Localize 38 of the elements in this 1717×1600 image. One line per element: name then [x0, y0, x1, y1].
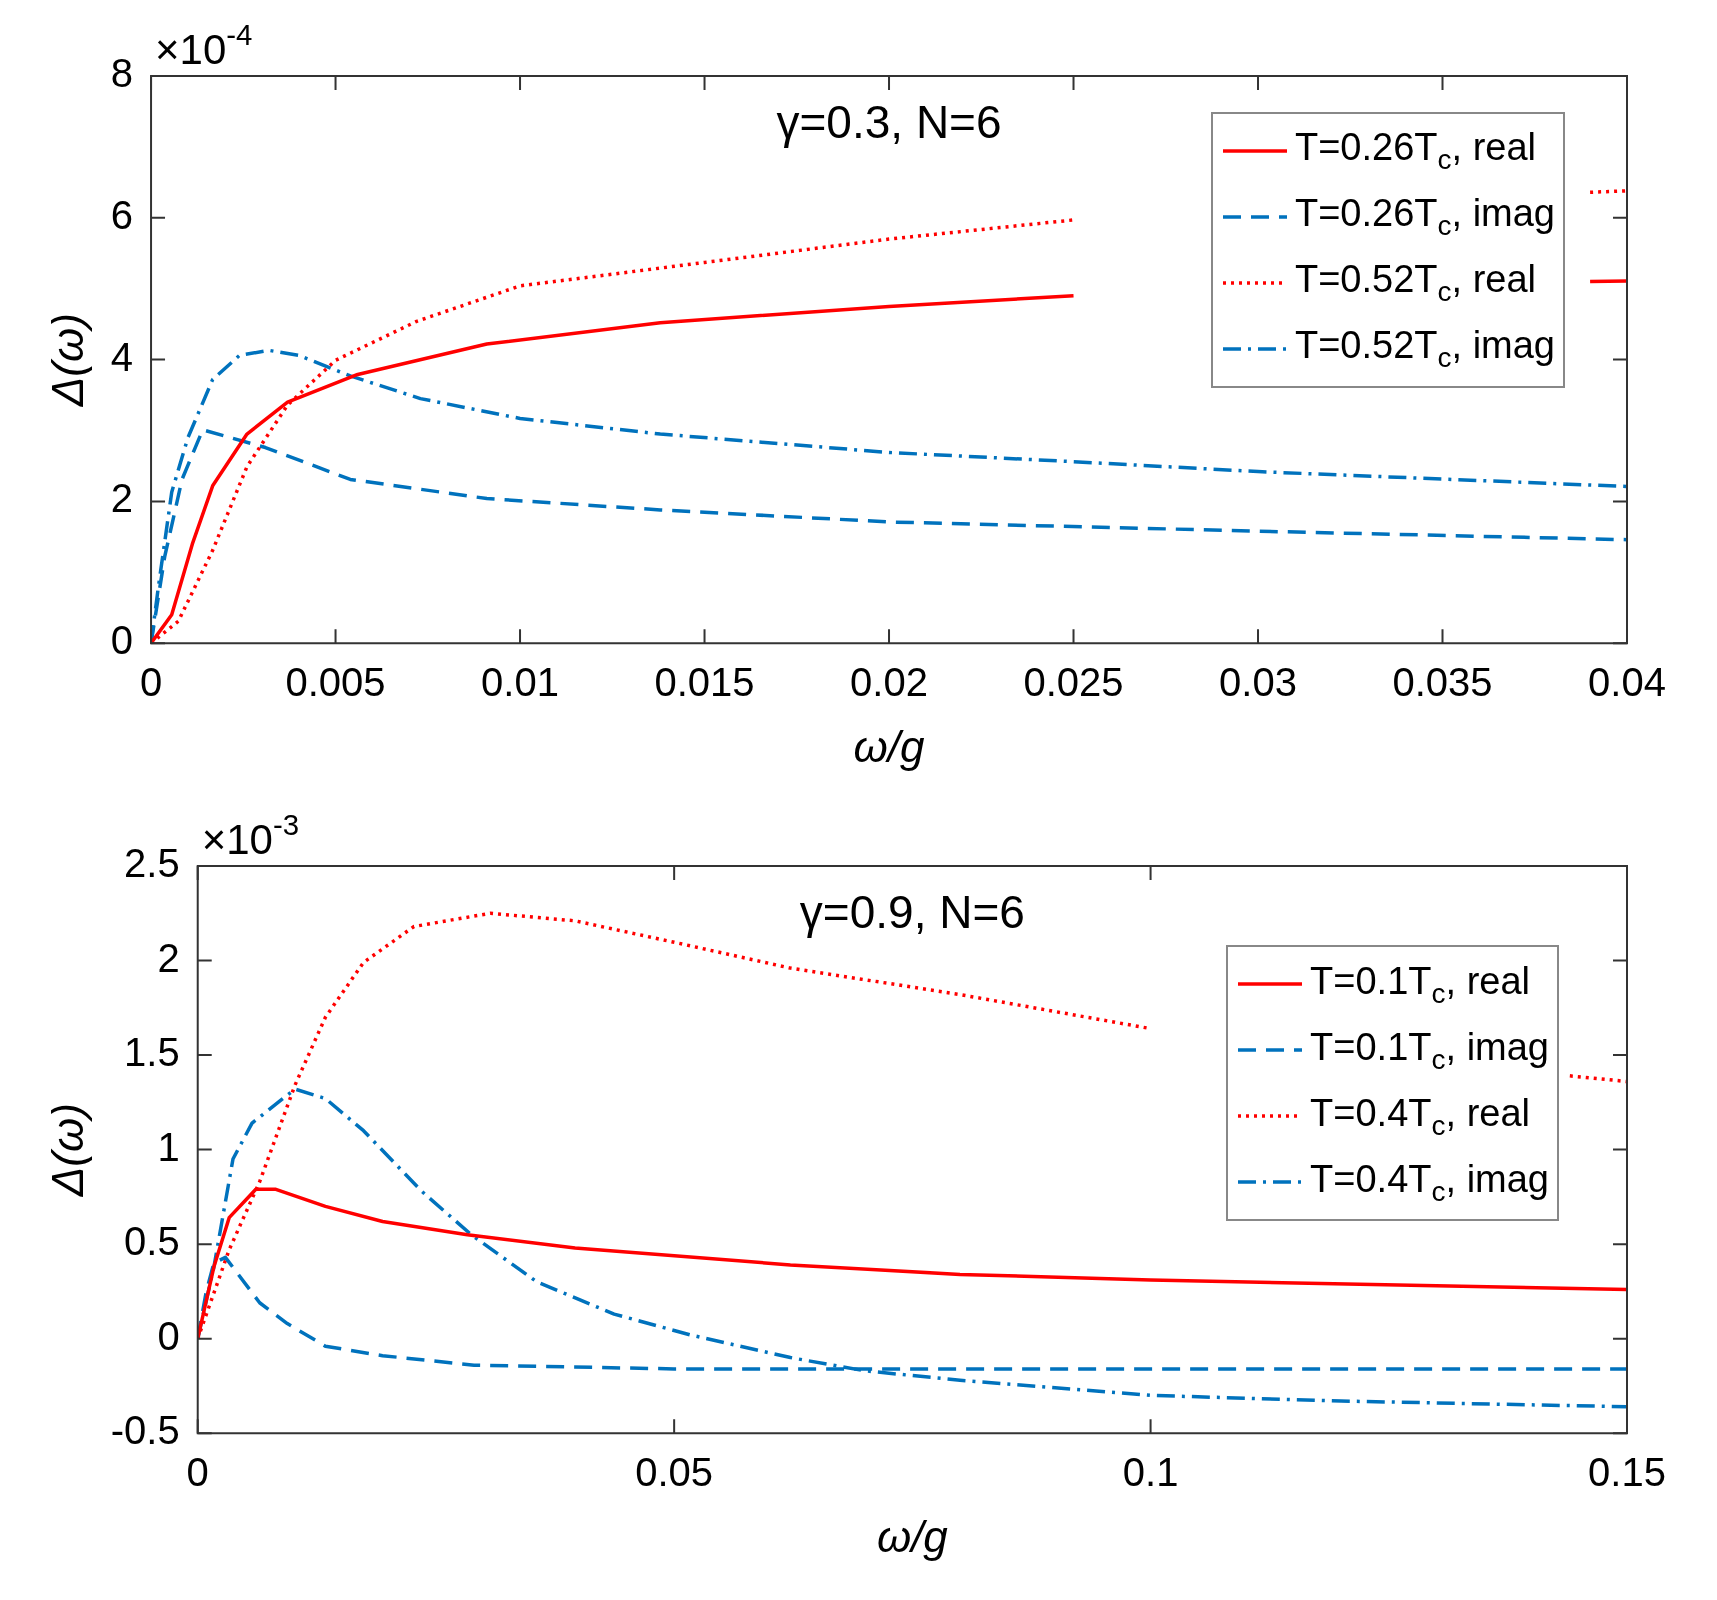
x-tick-label: 0.01 [481, 660, 559, 705]
x-tick-label: 0.05 [635, 1450, 714, 1495]
y-tick-label: 0 [110, 618, 134, 663]
x-tick-label: 0.02 [850, 660, 928, 705]
legend-label: T=0.4T$_{c}$, real [1310, 1091, 1530, 1142]
y-tick-label: 0 [157, 1313, 180, 1358]
x-tick-label: 0.1 [1122, 1450, 1179, 1495]
legend-label: T=0.1T$_{c}$, real [1310, 959, 1530, 1010]
x-tick-label: 0.005 [285, 660, 386, 705]
y-tick-label: 1 [157, 1124, 180, 1169]
y-tick-label: 1.5 [124, 1030, 180, 1075]
y-tick-label: 8 [110, 51, 134, 96]
x-tick-label: 0.015 [654, 660, 755, 705]
chart-title: γ=0.3, N=6 [776, 96, 1002, 148]
y-axis-title: Δ(ω) [42, 1103, 92, 1198]
legend-label: T=0.52T$_{c}$, real [1294, 258, 1536, 308]
y-tick-label: 2.5 [124, 841, 180, 886]
x-tick-label: 0.03 [1219, 660, 1297, 705]
x-tick-label: 0.025 [1023, 660, 1124, 705]
x-axis-title: ω/g [876, 1511, 949, 1561]
y-tick-label: 4 [110, 334, 134, 379]
x-tick-label: 0.04 [1588, 660, 1666, 705]
text: γ=0.9, N=6 [799, 886, 1025, 938]
legend-label: T=0.26T$_{c}$, imag [1294, 192, 1555, 242]
legend-label: T=0.1T$_{c}$, imag [1310, 1025, 1549, 1076]
x-tick-label: 0 [186, 1450, 209, 1495]
y-tick-label: 6 [110, 192, 134, 237]
y-tick-label: 2 [157, 935, 180, 980]
y-axis-title: Δ(ω) [42, 313, 92, 408]
y-tick-label: 2 [110, 476, 134, 521]
x-tick-label: 0.15 [1588, 1450, 1666, 1495]
legend-label: T=0.52T$_{c}$, imag [1294, 324, 1555, 374]
y-tick-label: -0.5 [110, 1408, 180, 1453]
y-tick-label: 0.5 [124, 1219, 180, 1264]
legend-label: T=0.4T$_{c}$, imag [1310, 1157, 1549, 1208]
x-tick-label: 0.035 [1392, 660, 1493, 705]
x-axis-title: ω/g [853, 721, 926, 771]
legend-label: T=0.26T$_{c}$, real [1294, 126, 1536, 176]
